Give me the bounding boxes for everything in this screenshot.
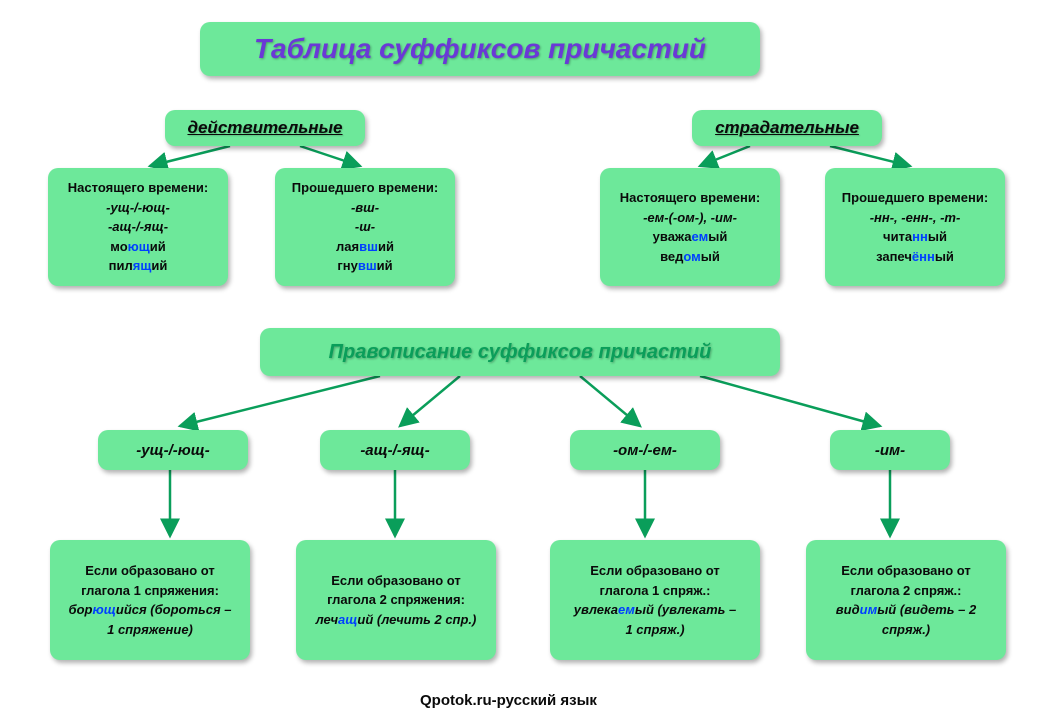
label: Настоящего времени: <box>68 178 208 198</box>
example: лечащий (лечить 2 спр.) <box>316 610 477 630</box>
rule-line: глагола 1 спряж.: <box>600 581 711 601</box>
example: читанный <box>883 227 947 247</box>
rule-conj2-passive: Если образовано от глагола 2 спряж.: вид… <box>806 540 1006 660</box>
rule-line: глагола 2 спряжения: <box>327 590 465 610</box>
main-title: Таблица суффиксов причастий <box>200 22 760 76</box>
category-active-label: действительные <box>187 118 342 138</box>
example: гнувший <box>337 256 392 276</box>
example: видимый (видеть – 2 <box>836 600 976 620</box>
example: борющийся (бороться – <box>69 600 232 620</box>
footer-credit: Qpotok.ru-русский язык <box>420 692 597 709</box>
suffix-ushch: -ущ-/-ющ- <box>98 430 248 470</box>
suffix-om-em: -ом-/-ем- <box>570 430 720 470</box>
section-spelling-text: Правописание суффиксов причастий <box>329 341 712 364</box>
rule-conj1-passive: Если образовано от глагола 1 спряж.: увл… <box>550 540 760 660</box>
suffix-line: -ущ-/-ющ- <box>106 198 170 218</box>
example: уважаемый <box>653 227 728 247</box>
example: моющий <box>110 237 165 257</box>
suffix-line: -ш- <box>355 217 375 237</box>
rule-conj2-active: Если образовано от глагола 2 спряжения: … <box>296 540 496 660</box>
rule-line: Если образовано от <box>590 561 720 581</box>
suffix-ashch: -ащ-/-ящ- <box>320 430 470 470</box>
label: Прошедшего времени: <box>292 178 438 198</box>
rule-line: Если образовано от <box>841 561 971 581</box>
category-passive: страдательные <box>692 110 882 146</box>
suffix-im: -им- <box>830 430 950 470</box>
passive-present-box: Настоящего времени: -ем-(-ом-), -им- ува… <box>600 168 780 286</box>
section-spelling-title: Правописание суффиксов причастий <box>260 328 780 376</box>
category-passive-label: страдательные <box>715 118 859 138</box>
rule-line: глагола 2 спряж.: <box>851 581 962 601</box>
rule-line: Если образовано от <box>85 561 215 581</box>
footer-text: Qpotok.ru-русский язык <box>420 692 597 709</box>
suffix-line: -нн-, -енн-, -т- <box>870 208 961 228</box>
passive-past-box: Прошедшего времени: -нн-, -енн-, -т- чит… <box>825 168 1005 286</box>
example: пилящий <box>109 256 168 276</box>
label: Прошедшего времени: <box>842 188 988 208</box>
example: ведомый <box>660 247 720 267</box>
suffix-line: -вш- <box>351 198 379 218</box>
rule-conj1-active: Если образовано от глагола 1 спряжения: … <box>50 540 250 660</box>
category-active: действительные <box>165 110 365 146</box>
example: лаявший <box>336 237 394 257</box>
label: Настоящего времени: <box>620 188 760 208</box>
active-past-box: Прошедшего времени: -вш- -ш- лаявший гну… <box>275 168 455 286</box>
rule-line: глагола 1 спряжения: <box>81 581 219 601</box>
rule-line: спряж.) <box>882 620 930 640</box>
main-title-text: Таблица суффиксов причастий <box>254 33 706 65</box>
rule-line: Если образовано от <box>331 571 461 591</box>
active-present-box: Настоящего времени: -ущ-/-ющ- -ащ-/-ящ- … <box>48 168 228 286</box>
rule-line: 1 спряж.) <box>625 620 684 640</box>
example: увлекаемый (увлекать – <box>574 600 736 620</box>
suffix-line: -ем-(-ом-), -им- <box>643 208 737 228</box>
suffix-line: -ащ-/-ящ- <box>108 217 168 237</box>
example: запечённый <box>876 247 954 267</box>
rule-line: 1 спряжение) <box>107 620 193 640</box>
